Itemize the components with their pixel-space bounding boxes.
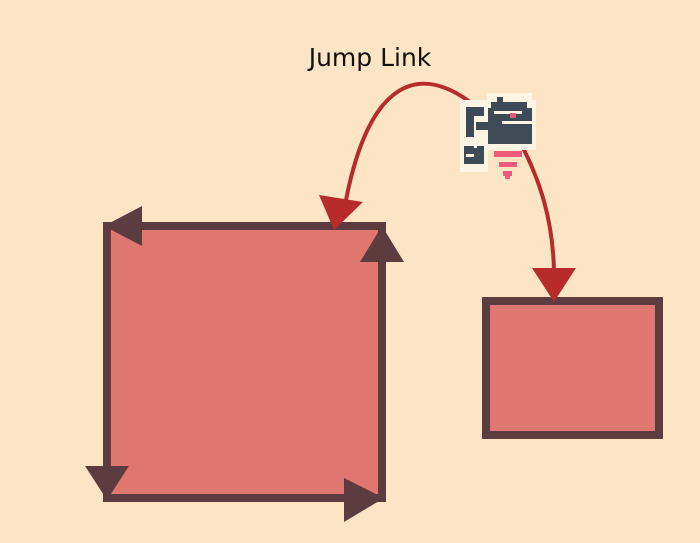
large-platform-box — [103, 222, 386, 502]
arrowhead-right-icon — [532, 268, 576, 302]
corner-arrow-right-icon — [344, 478, 384, 522]
large-platform — [85, 206, 404, 522]
corner-arrow-up-icon — [360, 226, 404, 262]
flying-robot-icon — [460, 93, 536, 179]
jump-arc-left — [344, 81, 472, 201]
arrowhead-left-icon — [319, 195, 363, 230]
corner-arrow-left-icon — [104, 206, 142, 246]
jump-link-label: Jump Link — [308, 43, 432, 72]
corner-arrow-down-icon — [85, 466, 129, 500]
small-platform — [482, 297, 663, 439]
jump-arc-right — [518, 141, 556, 273]
